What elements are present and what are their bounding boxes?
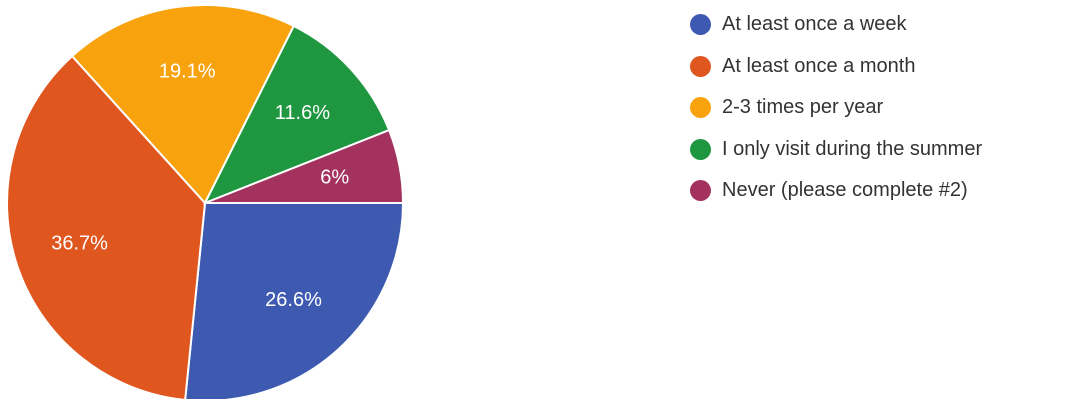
- legend-swatch-0: [690, 14, 711, 36]
- pie-slice-label-4: 6%: [320, 167, 349, 189]
- chart-legend: At least once a week At least once a mont…: [690, 4, 982, 212]
- pie-slice-label-3: 11.6%: [275, 102, 330, 124]
- legend-label-4: Never (please complete #2): [722, 179, 968, 202]
- pie-chart: 26.6% 36.7% 19.1% 11.6% 6%: [6, 4, 405, 399]
- legend-swatch-3: [690, 138, 711, 160]
- pie-slice-3: [202, 24, 391, 205]
- legend-item-2: 2-3 times per year: [690, 87, 982, 129]
- pie-slice-label-1: 36.7%: [51, 232, 108, 254]
- legend-item-1: At least once a month: [690, 46, 982, 88]
- legend-item-0: At least once a week: [690, 4, 982, 46]
- legend-item-4: Never (please complete #2): [690, 170, 982, 212]
- legend-swatch-2: [690, 97, 711, 119]
- legend-label-0: At least once a week: [722, 13, 907, 36]
- pie-slice-0: [184, 202, 405, 399]
- pie-slice-2: [70, 4, 296, 205]
- pie-slice-label-2: 19.1%: [159, 60, 216, 82]
- pie-slice-4: [204, 128, 405, 204]
- legend-label-1: At least once a month: [722, 54, 916, 77]
- legend-swatch-1: [690, 55, 711, 77]
- legend-label-2: 2-3 times per year: [722, 96, 884, 119]
- legend-item-3: I only visit during the summer: [690, 129, 982, 171]
- pie-slice-label-0: 26.6%: [265, 289, 322, 311]
- pie-slice-1: [6, 54, 207, 399]
- legend-swatch-4: [690, 180, 711, 202]
- legend-label-3: I only visit during the summer: [722, 137, 983, 160]
